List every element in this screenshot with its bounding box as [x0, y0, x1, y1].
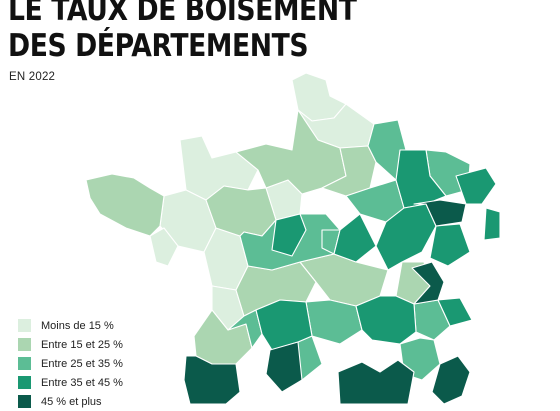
- departement-nord-normandie-ouest-8: [149, 227, 179, 267]
- departement-vosges-alpes-centre-8: [429, 223, 471, 267]
- departement-vosges-alpes-centre-4: [271, 213, 307, 257]
- subtitle: EN 2022: [9, 71, 56, 83]
- departement-vosges-alpes-centre-9: [333, 213, 377, 263]
- departement-bretagne-centre-4: [205, 185, 277, 237]
- legend-item-3: Entre 25 et 35 %: [18, 354, 123, 373]
- legend-swatch-1: [18, 319, 31, 332]
- legend-label-4: Entre 35 et 45 %: [41, 376, 123, 389]
- departement-landes-massif-central-sud-est-2: [265, 341, 303, 393]
- departement-landes-massif-central-sud-est-5: [337, 359, 415, 404]
- title-line-1: LE TAUX DE BOISEMENT: [8, 0, 357, 28]
- legend: Moins de 15 % Entre 15 et 25 % Entre 25 …: [18, 316, 123, 411]
- departement-bretagne-centre-1: [85, 173, 165, 237]
- departement-vosges-alpes-centre-1: [395, 149, 447, 209]
- legend-item-5: 45 % et plus: [18, 392, 123, 411]
- departement-vosges-alpes-centre-2: [455, 167, 497, 205]
- departement-vosges-alpes-centre-10: [483, 207, 501, 241]
- legend-swatch-2: [18, 338, 31, 351]
- departement-est-6: [305, 299, 363, 345]
- legend-item-4: Entre 35 et 45 %: [18, 373, 123, 392]
- departement-vosges-alpes-centre-5: [255, 299, 313, 351]
- departement-vosges-alpes-centre-7: [437, 297, 473, 327]
- departement-landes-massif-central-sud-est-3: [413, 199, 467, 227]
- departement-landes-massif-central-sud-est-6: [431, 355, 471, 404]
- departement-vosges-alpes-centre-3: [375, 203, 437, 271]
- legend-label-5: 45 % et plus: [41, 395, 102, 408]
- legend-item-1: Moins de 15 %: [18, 316, 123, 335]
- title-line-2: DES DÉPARTEMENTS: [8, 28, 309, 64]
- legend-swatch-3: [18, 357, 31, 370]
- legend-label-2: Entre 15 et 25 %: [41, 338, 123, 351]
- legend-label-3: Entre 25 et 35 %: [41, 357, 123, 370]
- page-title: LE TAUX DE BOISEMENT DES DÉPARTEMENTS: [8, 0, 357, 64]
- legend-swatch-4: [18, 376, 31, 389]
- departement-vosges-alpes-centre-6: [355, 295, 417, 345]
- departement-landes-massif-central-sud-est-1: [183, 355, 241, 404]
- legend-label-1: Moins de 15 %: [41, 319, 114, 332]
- departement-landes-massif-central-sud-est-4: [411, 261, 445, 305]
- legend-swatch-5: [18, 395, 31, 408]
- legend-item-2: Entre 15 et 25 %: [18, 335, 123, 354]
